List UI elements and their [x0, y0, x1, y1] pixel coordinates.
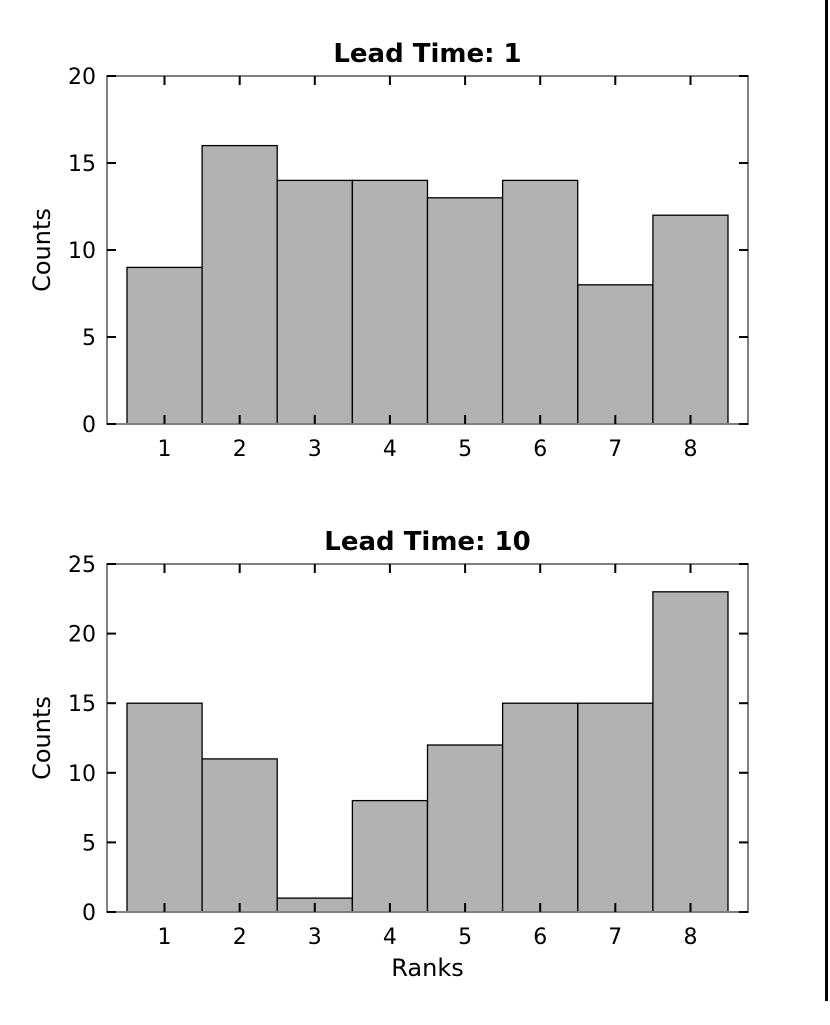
y-tick-label: 5: [82, 831, 96, 856]
x-tick-label: 5: [458, 437, 472, 462]
histogram-bar-rank-4: [351, 179, 429, 425]
histogram-bar-rank-2: [201, 144, 278, 425]
histogram-bar-rank-2: [201, 758, 278, 913]
histogram-bar-rank-6: [501, 702, 579, 913]
x-tick-label: 6: [533, 437, 547, 462]
y-tick-label: 15: [68, 152, 96, 177]
window-edge-line: [825, 0, 828, 1001]
chart-title-lead-time-10: Lead Time: 10: [324, 527, 531, 557]
histogram-bar-rank-8: [652, 214, 729, 425]
x-axis-label-ranks: Ranks: [391, 954, 464, 982]
y-tick-label: 20: [68, 65, 96, 90]
histogram-bar-rank-3: [276, 179, 353, 425]
x-tick-label: 7: [608, 437, 622, 462]
y-axis-label-bottom: Counts: [28, 696, 56, 780]
histogram-bar-rank-8: [652, 591, 729, 913]
x-tick-label: 2: [233, 437, 247, 462]
x-tick-label: 4: [383, 925, 397, 950]
x-tick-label: 3: [308, 437, 322, 462]
x-tick-label: 1: [158, 437, 172, 462]
y-tick-label: 15: [68, 692, 96, 717]
histogram-bar-rank-7: [577, 702, 654, 913]
y-tick-label: 10: [68, 762, 96, 787]
x-tick-label: 4: [383, 437, 397, 462]
x-tick-label: 8: [684, 925, 698, 950]
y-tick-label: 0: [82, 413, 96, 438]
y-tick-label: 0: [82, 901, 96, 926]
x-tick-label: 7: [608, 925, 622, 950]
histogram-bar-rank-1: [126, 702, 203, 913]
x-tick-label: 1: [158, 925, 172, 950]
histogram-bar-rank-7: [577, 284, 654, 425]
histogram-bar-rank-6: [501, 179, 579, 425]
x-tick-label: 6: [533, 925, 547, 950]
y-axis-label-top: Counts: [28, 208, 56, 292]
x-tick-label: 8: [684, 437, 698, 462]
y-tick-label: 10: [68, 239, 96, 264]
histogram-bar-rank-1: [126, 266, 203, 425]
x-tick-label: 2: [233, 925, 247, 950]
y-tick-label: 25: [68, 553, 96, 578]
x-tick-label: 3: [308, 925, 322, 950]
y-tick-label: 20: [68, 623, 96, 648]
histogram-bar-rank-5: [426, 197, 504, 425]
y-tick-label: 5: [82, 326, 96, 351]
histogram-bar-rank-4: [351, 799, 429, 913]
x-tick-label: 5: [458, 925, 472, 950]
chart-title-lead-time-1: Lead Time: 1: [333, 39, 522, 69]
axis-box: [106, 563, 749, 913]
histogram-bar-rank-5: [426, 744, 504, 913]
